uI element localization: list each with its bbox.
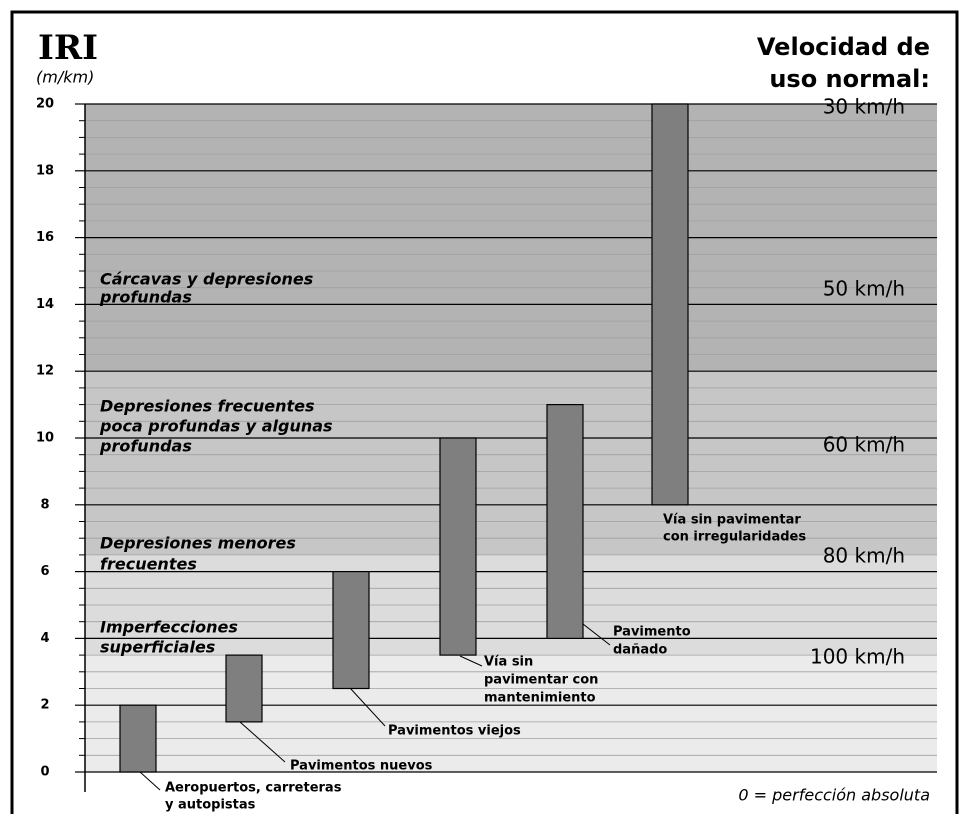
speed-label: 80 km/h — [823, 544, 905, 568]
y-tick-label: 0 — [40, 765, 49, 780]
chart-title: IRI — [38, 28, 98, 68]
leader-line — [239, 721, 286, 763]
right-title: uso normal: — [769, 65, 930, 93]
footnote: 0 = perfección absoluta — [738, 786, 930, 805]
zone-label: Imperfecciones — [100, 618, 238, 637]
zone-band — [85, 371, 937, 555]
bar-label: mantenimiento — [484, 691, 596, 706]
bar — [439, 437, 477, 656]
speed-label: 30 km/h — [823, 95, 905, 119]
zone-label: superficiales — [100, 638, 215, 657]
leader-line — [349, 687, 386, 727]
y-tick-label: 2 — [40, 698, 49, 713]
y-tick-label: 16 — [36, 230, 54, 245]
bar-label: Pavimentos nuevos — [290, 759, 433, 774]
bar — [546, 404, 584, 640]
plot: 0 2 4 6 8 10 12 14 16 18 20 Imperfeccionessuperfici… — [36, 95, 937, 792]
y-tick-label: 20 — [36, 97, 54, 112]
y-tick-label: 6 — [40, 564, 49, 579]
bar-label: Vía sin pavimentar — [663, 513, 801, 528]
y-tick-label: 10 — [36, 431, 54, 446]
zone-label: Depresiones menores — [100, 534, 296, 553]
zone-label: Depresiones frecuentes — [100, 397, 315, 416]
bar-label: y autopistas — [165, 798, 256, 813]
leader-line — [582, 623, 611, 646]
y-tick-label: 4 — [40, 631, 49, 646]
zone-label: frecuentes — [100, 555, 197, 574]
bar-label: Vía sin — [484, 655, 533, 670]
bar — [651, 103, 689, 506]
zone-label: profundas — [99, 288, 192, 307]
leader-line — [459, 655, 483, 667]
y-tick-label: 14 — [36, 297, 54, 312]
right-title: Velocidad de — [757, 33, 930, 61]
bar — [332, 570, 370, 690]
zone-label: poca profundas y algunas — [99, 417, 333, 436]
speed-label: 50 km/h — [823, 277, 905, 301]
speed-label: 60 km/h — [823, 433, 905, 457]
y-tick-label: 12 — [36, 364, 54, 379]
bar — [119, 704, 157, 773]
bar — [225, 654, 263, 723]
bar-label: Pavimento — [613, 625, 691, 640]
zone-label: Cárcavas y depresiones — [100, 270, 313, 289]
bar-label: dañado — [613, 643, 667, 658]
zone-label: profundas — [99, 437, 192, 456]
leader-line — [139, 771, 161, 791]
y-axis-label: (m/km) — [36, 68, 94, 87]
bar-label: pavimentar con — [484, 673, 598, 688]
frame — [10, 10, 959, 814]
bar-label: con irregularidades — [663, 530, 806, 545]
y-tick-label: 18 — [36, 163, 54, 178]
bar-label: Pavimentos viejos — [388, 724, 521, 739]
speed-label: 100 km/h — [810, 645, 905, 669]
y-tick-label: 8 — [40, 497, 49, 512]
bar-label: Aeropuertos, carreteras — [165, 781, 342, 796]
